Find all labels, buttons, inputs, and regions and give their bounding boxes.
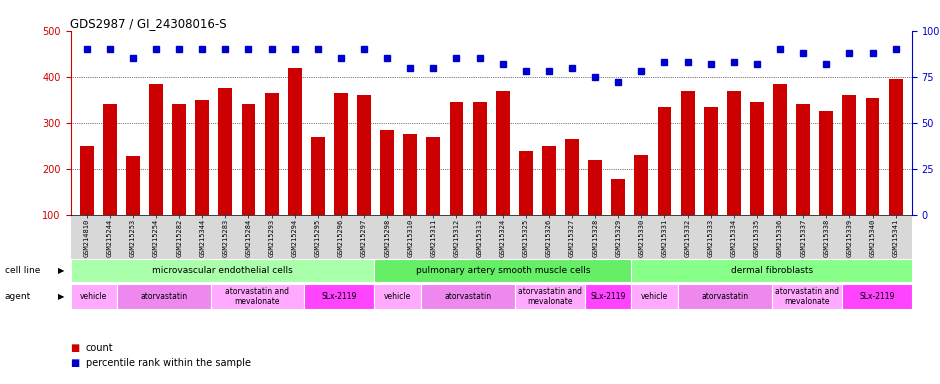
Bar [80,146,94,215]
Text: atorvastatin and
mevalonate: atorvastatin and mevalonate [226,287,290,306]
Bar [588,160,603,215]
Text: atorvastatin: atorvastatin [445,292,492,301]
Bar [403,134,417,215]
Text: atorvastatin: atorvastatin [701,292,748,301]
Bar [820,111,833,215]
Text: vehicle: vehicle [641,292,668,301]
Text: ■: ■ [70,358,80,368]
Bar [519,151,533,215]
Text: vehicle: vehicle [384,292,412,301]
Bar [380,130,394,215]
Bar [449,102,463,215]
Bar [634,155,649,215]
Bar [658,107,671,215]
Bar [334,93,348,215]
Bar [102,104,117,215]
Bar [196,100,210,215]
Text: SLx-2119: SLx-2119 [321,292,357,301]
Bar [473,102,487,215]
Bar [866,98,880,215]
Text: microvascular endothelial cells: microvascular endothelial cells [152,266,292,275]
Bar [542,146,556,215]
Bar [888,79,902,215]
Text: agent: agent [5,292,31,301]
Bar [727,91,741,215]
Bar [149,84,163,215]
Text: count: count [86,343,113,353]
Text: cell line: cell line [5,266,40,275]
Text: SLx-2119: SLx-2119 [590,292,626,301]
Text: dermal fibroblasts: dermal fibroblasts [730,266,813,275]
Text: ■: ■ [70,343,80,353]
Bar [126,156,140,215]
Text: atorvastatin and
mevalonate: atorvastatin and mevalonate [775,287,838,306]
Bar [842,95,856,215]
Bar [773,84,787,215]
Text: pulmonary artery smooth muscle cells: pulmonary artery smooth muscle cells [415,266,590,275]
Bar [427,137,440,215]
Bar [265,93,278,215]
Bar [611,179,625,215]
Text: vehicle: vehicle [80,292,107,301]
Bar [796,104,810,215]
Text: ▶: ▶ [58,292,65,301]
Text: GDS2987 / GI_24308016-S: GDS2987 / GI_24308016-S [70,17,227,30]
Bar [681,91,695,215]
Bar [704,107,717,215]
Bar [288,68,302,215]
Bar [565,139,579,215]
Bar [242,104,256,215]
Bar [172,104,186,215]
Bar [357,95,371,215]
Bar [495,91,509,215]
Text: percentile rank within the sample: percentile rank within the sample [86,358,251,368]
Text: ▶: ▶ [58,266,65,275]
Text: SLx-2119: SLx-2119 [859,292,895,301]
Bar [750,102,764,215]
Bar [311,137,324,215]
Bar [218,88,232,215]
Text: atorvastatin and
mevalonate: atorvastatin and mevalonate [518,287,582,306]
Text: atorvastatin: atorvastatin [140,292,188,301]
